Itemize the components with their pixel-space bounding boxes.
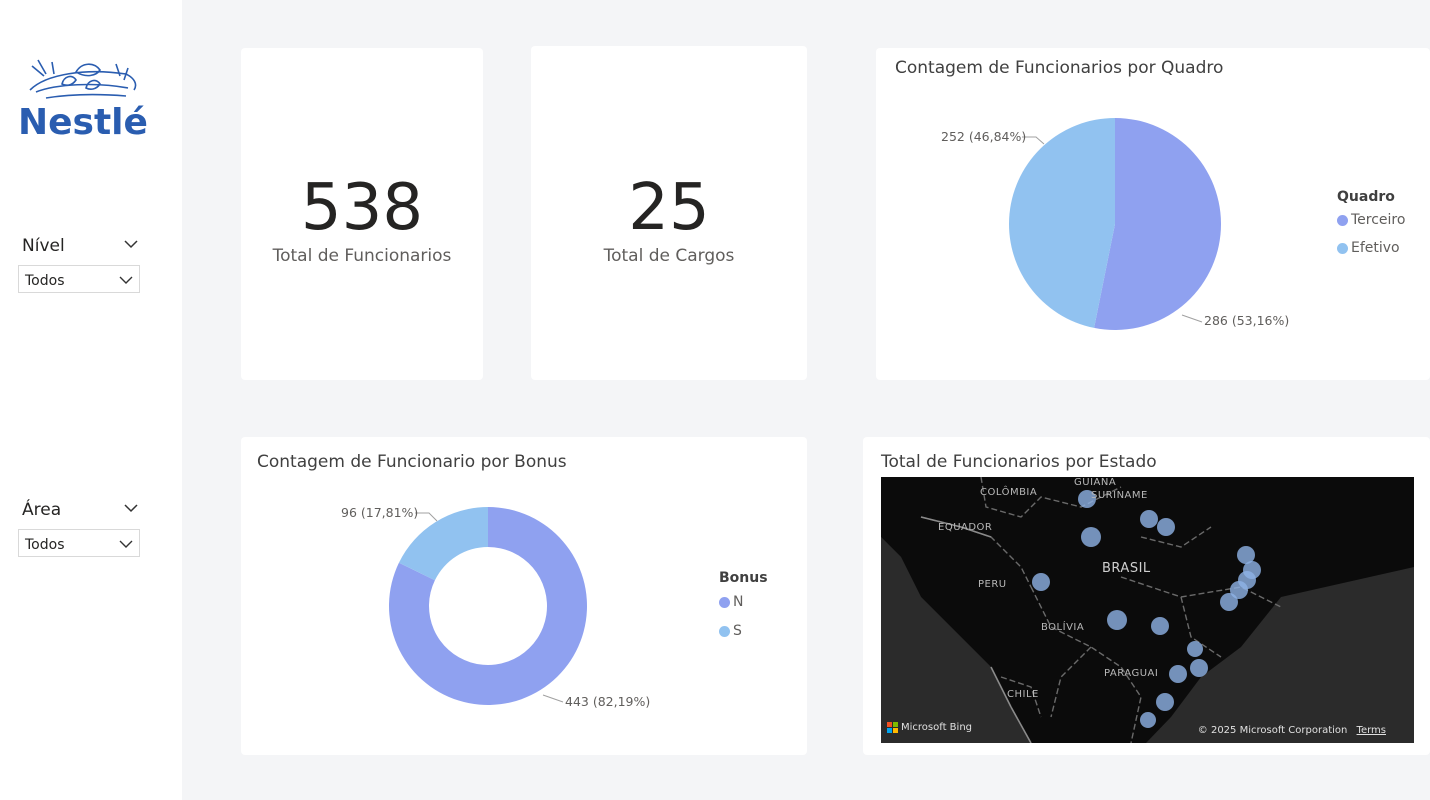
legend-dot [719,597,730,608]
kpi-label: Total de Cargos [531,246,807,266]
visual-title: Total de Funcionarios por Estado [881,452,1157,472]
map-label-paraguai: PARAGUAI [1104,668,1158,679]
kpi-value: 538 [241,176,483,240]
nestle-logo: Nestlé [16,54,161,139]
kpi-label: Total de Funcionarios [241,246,483,266]
map-label-chile: CHILE [1007,689,1039,700]
donut-label-n: 443 (82,19%) [565,694,650,709]
map-label-bolivia: BOLÍVIA [1041,622,1084,633]
chevron-down-icon[interactable] [123,503,139,513]
slice-efetivo[interactable] [1009,118,1115,328]
chevron-down-icon [118,539,134,549]
map-label-peru: PERU [978,579,1007,590]
leader-line-s [415,513,437,521]
leader-line-terceiro [1182,315,1202,322]
donut-label-s: 96 (17,81%) [341,505,418,520]
legend-dot [1337,243,1348,254]
map-label-colombia: COLÔMBIA [980,487,1037,498]
legend-title: Bonus [719,570,768,586]
map-label-brasil: BRASIL [1102,561,1151,576]
leader-line-n [543,695,563,702]
kpi-value: 25 [531,176,807,240]
slicer-nivel-dropdown[interactable]: Todos [18,265,140,293]
slicer-area-title: Área [22,500,61,520]
slicer-area-value: Todos [25,537,64,553]
pie-label-terceiro: 286 (53,16%) [1204,313,1289,328]
slicer-nivel-value: Todos [25,273,64,289]
legend-dot [1337,215,1348,226]
legend-label: N [733,594,743,610]
copyright-text: © 2025 Microsoft Corporation [1198,725,1348,736]
legend-title: Quadro [1337,189,1395,205]
kpi-card-funcionarios[interactable]: 538 Total de Funcionarios [241,48,483,380]
legend-label: Terceiro [1351,212,1405,228]
bing-label: Microsoft Bing [901,722,972,733]
slicer-area-dropdown[interactable]: Todos [18,529,140,557]
map-copyright: © 2025 Microsoft Corporation Terms [1198,725,1386,736]
microsoft-logo-icon [887,722,898,733]
chevron-down-icon[interactable] [123,239,139,249]
legend-label: Efetivo [1351,240,1400,256]
map-label-guiana: GUIANA [1074,477,1116,488]
bing-attribution: Microsoft Bing [887,722,972,733]
map-label-equador: EQUADOR [938,522,992,533]
kpi-card-cargos[interactable]: 25 Total de Cargos [531,46,807,380]
map-borders [881,477,1414,743]
svg-text:Nestlé: Nestlé [18,102,148,139]
map-canvas[interactable]: COLÔMBIA GUIANA SURINAME EQUADOR BRASIL … [881,477,1414,743]
quadro-pie-card[interactable]: Contagem de Funcionarios por Quadro 252 … [876,48,1430,380]
map-label-suriname: SURINAME [1091,490,1148,501]
legend-label: S [733,623,742,639]
pie-label-efetivo: 252 (46,84%) [941,129,1026,144]
slicer-nivel-title: Nível [22,236,65,256]
sidebar: Nestlé Nível Todos Área Todos [0,0,182,800]
legend-item-efetivo[interactable]: Efetivo [1337,240,1400,256]
bonus-donut-card[interactable]: Contagem de Funcionario por Bonus 96 (17… [241,437,807,755]
terms-link[interactable]: Terms [1357,725,1386,736]
legend-item-n[interactable]: N [719,594,743,610]
legend-item-terceiro[interactable]: Terceiro [1337,212,1405,228]
legend-item-s[interactable]: S [719,623,742,639]
legend-dot [719,626,730,637]
chevron-down-icon [118,275,134,285]
